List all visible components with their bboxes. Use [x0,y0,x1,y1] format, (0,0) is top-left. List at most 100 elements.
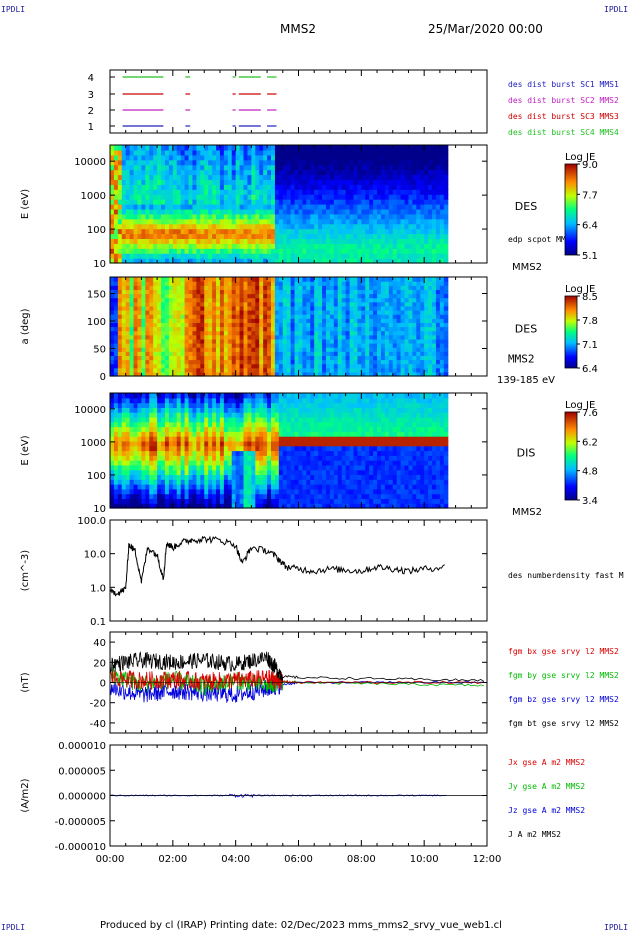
heatmap-cell [180,208,186,215]
heatmap-cell [329,347,335,352]
heatmap-cell [443,145,449,151]
heatmap-cell [373,314,378,319]
heatmap-cell [400,338,406,344]
heatmap-cell [302,159,307,166]
heatmap-cell [125,367,131,373]
heatmap-cell [432,223,437,230]
heatmap-cell [435,253,441,259]
heatmap-cell [306,189,311,195]
heatmap-cell [400,253,406,259]
heatmap-cell [243,223,249,230]
heatmap-cell [345,359,351,365]
heatmap-cell [274,218,280,225]
heatmap-cell [176,397,182,404]
heatmap-cell [373,194,378,200]
heatmap-cell [404,301,410,307]
heatmap-cell [125,164,131,171]
heatmap-cell [373,238,378,244]
heatmap-cell [137,436,143,442]
heatmap-cell [113,436,119,442]
heatmap-cell [325,248,331,254]
heatmap-cell [345,347,351,352]
heatmap-cell [243,330,249,336]
heatmap-cell [196,469,201,476]
heatmap-cell [157,426,162,432]
heatmap-cell [196,310,201,315]
heatmap-cell [322,238,327,244]
heatmap-cell [184,189,190,195]
heatmap-cell [428,204,433,210]
heatmap-cell [149,436,154,442]
heatmap-cell [290,343,296,348]
heatmap-cell [420,330,425,336]
heatmap-cell [110,493,115,500]
heatmap-cell [231,503,237,509]
heatmap-cell [267,289,272,295]
heatmap-cell [141,397,146,404]
heatmap-cell [117,199,123,205]
heatmap-cell [168,347,174,352]
heatmap-cell [353,297,359,303]
heatmap-cell [113,301,119,307]
heatmap-cell [121,397,127,404]
heatmap-cell [377,233,382,240]
heatmap-cell [271,338,276,344]
heatmap-cell [318,285,323,290]
heatmap-cell [325,238,331,244]
heatmap-cell [168,402,174,408]
heatmap-cell [216,484,221,490]
heatmap-cell [180,460,186,466]
heatmap-cell [133,281,139,286]
heatmap-cell [180,469,186,476]
heatmap-cell [180,326,186,332]
heatmap-cell [345,228,351,235]
heatmap-cell [196,293,201,299]
heatmap-cell [278,228,284,235]
heatmap-cell [133,407,139,413]
heatmap-cell [404,343,410,348]
heatmap-cell [404,297,410,303]
heatmap-cell [420,318,425,323]
heatmap-cell [180,322,186,328]
heatmap-cell [164,208,170,215]
heatmap-cell [247,208,252,215]
heatmap-cell [353,189,359,195]
heatmap-cell [353,208,359,215]
heatmap-cell [325,322,331,328]
heatmap-cell [318,305,323,311]
heatmap-cell [424,199,429,205]
heatmap-cell [369,149,374,156]
heatmap-cell [129,258,135,264]
heatmap-cell [137,431,143,437]
heatmap-cell [439,347,445,352]
heatmap-cell [318,289,323,295]
heatmap-cell [373,228,378,235]
heatmap-cell [117,450,123,456]
heatmap-cell [212,179,217,185]
heatmap-cell [200,440,205,447]
heatmap-cell [286,149,292,156]
heatmap-cell [141,277,146,282]
heatmap-cell [176,450,182,456]
heatmap-cell [333,154,339,161]
heatmap-cell [133,154,139,161]
heatmap-cell [259,334,264,340]
heatmap-cell [322,310,327,315]
heatmap-cell [286,281,292,286]
heatmap-cell [369,159,374,166]
heatmap-cell [255,253,260,259]
heatmap-cell [235,334,241,340]
heatmap-cell [125,493,131,500]
heatmap-cell [329,164,335,171]
heatmap-cell [239,310,245,315]
heatmap-cell [259,189,264,195]
heatmap-cell [400,258,406,264]
heatmap-cell [235,289,241,295]
heatmap-cell [274,243,280,249]
heatmap-cell [204,484,209,490]
heatmap-cell [172,194,178,200]
heatmap-cell [310,164,315,171]
heatmap-cell [137,421,143,428]
heatmap-cell [424,338,429,344]
heatmap-cell [180,338,186,344]
